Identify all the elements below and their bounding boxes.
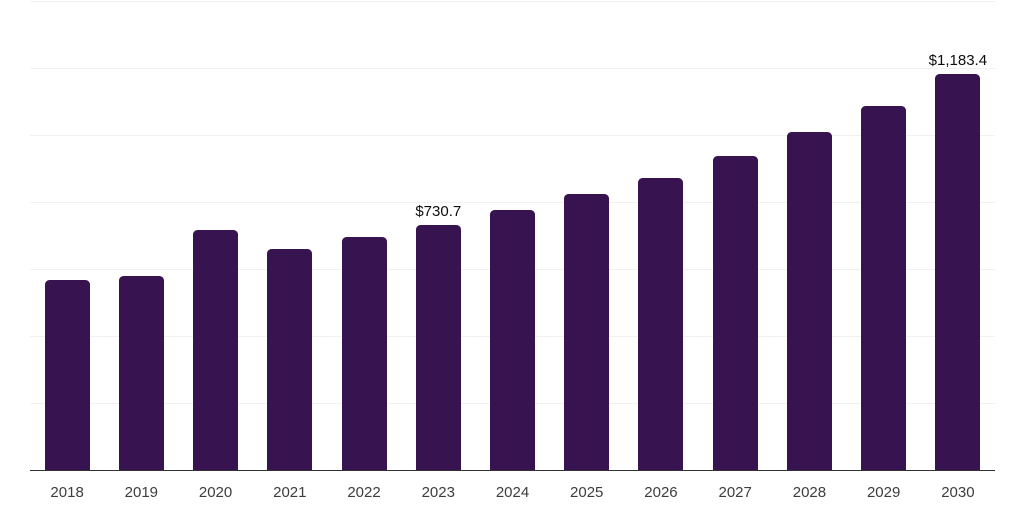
x-tick-2030: 2030: [941, 484, 975, 501]
x-tick-2025: 2025: [570, 484, 604, 501]
gridline: [30, 68, 995, 69]
x-tick-2028: 2028: [792, 484, 827, 501]
x-tick-2019: 2019: [124, 484, 159, 501]
bar-2023: [415, 225, 461, 470]
value-label-2023: $730.7: [415, 203, 462, 221]
bar-2027: [712, 156, 758, 470]
x-tick-2024: 2024: [495, 484, 530, 501]
bar-2021: [267, 248, 313, 470]
plot-area: $730.7 $1,183.4: [30, 1, 995, 471]
x-tick-2020: 2020: [198, 484, 233, 501]
bar-2026: [638, 178, 684, 470]
x-tick-2023: 2023: [421, 484, 455, 501]
bar-2025: [564, 194, 610, 470]
x-tick-2022: 2022: [347, 484, 381, 501]
value-label-2030: $1,183.4: [928, 51, 988, 69]
bar-2020: [193, 229, 239, 470]
bar-2019: [118, 275, 164, 470]
bar-2030: [935, 73, 981, 470]
bar-2022: [341, 237, 387, 470]
x-tick-2018: 2018: [50, 484, 84, 501]
bar-2018: [44, 279, 90, 470]
gridline: [30, 135, 995, 136]
bar-2024: [490, 210, 535, 470]
x-tick-2027: 2027: [718, 484, 752, 501]
x-tick-2029: 2029: [866, 484, 901, 501]
x-axis-labels: 2018 2019 2020 2021 2022 2023 2024 2025 2026 2027…: [30, 483, 995, 505]
x-tick-2026: 2026: [644, 484, 678, 501]
bar-2029: [861, 106, 907, 470]
bar-2028: [786, 132, 832, 470]
gridline: [30, 1, 995, 2]
x-tick-2021: 2021: [273, 484, 307, 501]
x-axis-line: [30, 469, 995, 471]
gridline: [30, 202, 995, 203]
